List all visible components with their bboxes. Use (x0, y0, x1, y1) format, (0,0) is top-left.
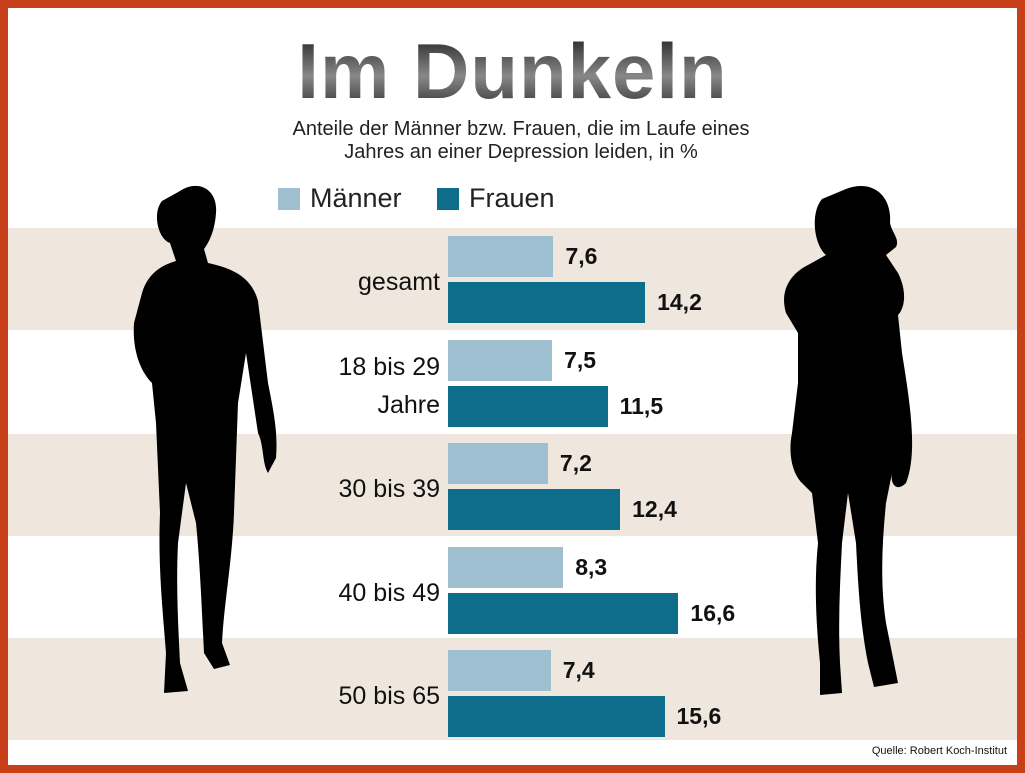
value-label: 7,6 (565, 243, 598, 269)
bar (448, 236, 554, 277)
bar (448, 385, 608, 427)
value-label: 8,3 (575, 553, 608, 580)
category-label: gesamt (358, 268, 440, 296)
legend-label: Frauen (469, 183, 555, 213)
legend-swatch (278, 188, 300, 210)
bar (448, 443, 548, 484)
bar (448, 282, 646, 323)
bar (448, 696, 665, 737)
category-label: 18 bis 29 Jahre (338, 352, 440, 419)
value-label: 12,4 (632, 496, 677, 522)
category-label: 50 bis 65 (338, 682, 440, 710)
value-label: 7,2 (559, 450, 592, 476)
category-label: 30 bis 39 (338, 475, 440, 503)
bar (448, 489, 621, 530)
value-label: 14,2 (657, 289, 702, 315)
value-label: 15,6 (676, 703, 722, 729)
source: Quelle: Robert Koch-Institut (871, 745, 1007, 757)
value-label: 7,5 (564, 346, 597, 373)
value-label: 11,5 (619, 392, 664, 419)
subtitle: Anteile der Männer bzw. Frauen, die im L… (292, 118, 750, 163)
legend-label: Männer (310, 183, 402, 213)
bar (448, 546, 564, 588)
value-label: 7,4 (562, 657, 595, 683)
title: Im Dunkeln (8, 26, 1017, 117)
bar (448, 339, 553, 381)
woman-silhouette (784, 186, 913, 695)
bar (448, 592, 679, 634)
category-label: 40 bis 49 (338, 578, 440, 607)
bar (448, 650, 551, 691)
man-silhouette (133, 185, 277, 693)
value-label: 16,6 (690, 599, 736, 626)
legend-swatch (437, 188, 459, 210)
